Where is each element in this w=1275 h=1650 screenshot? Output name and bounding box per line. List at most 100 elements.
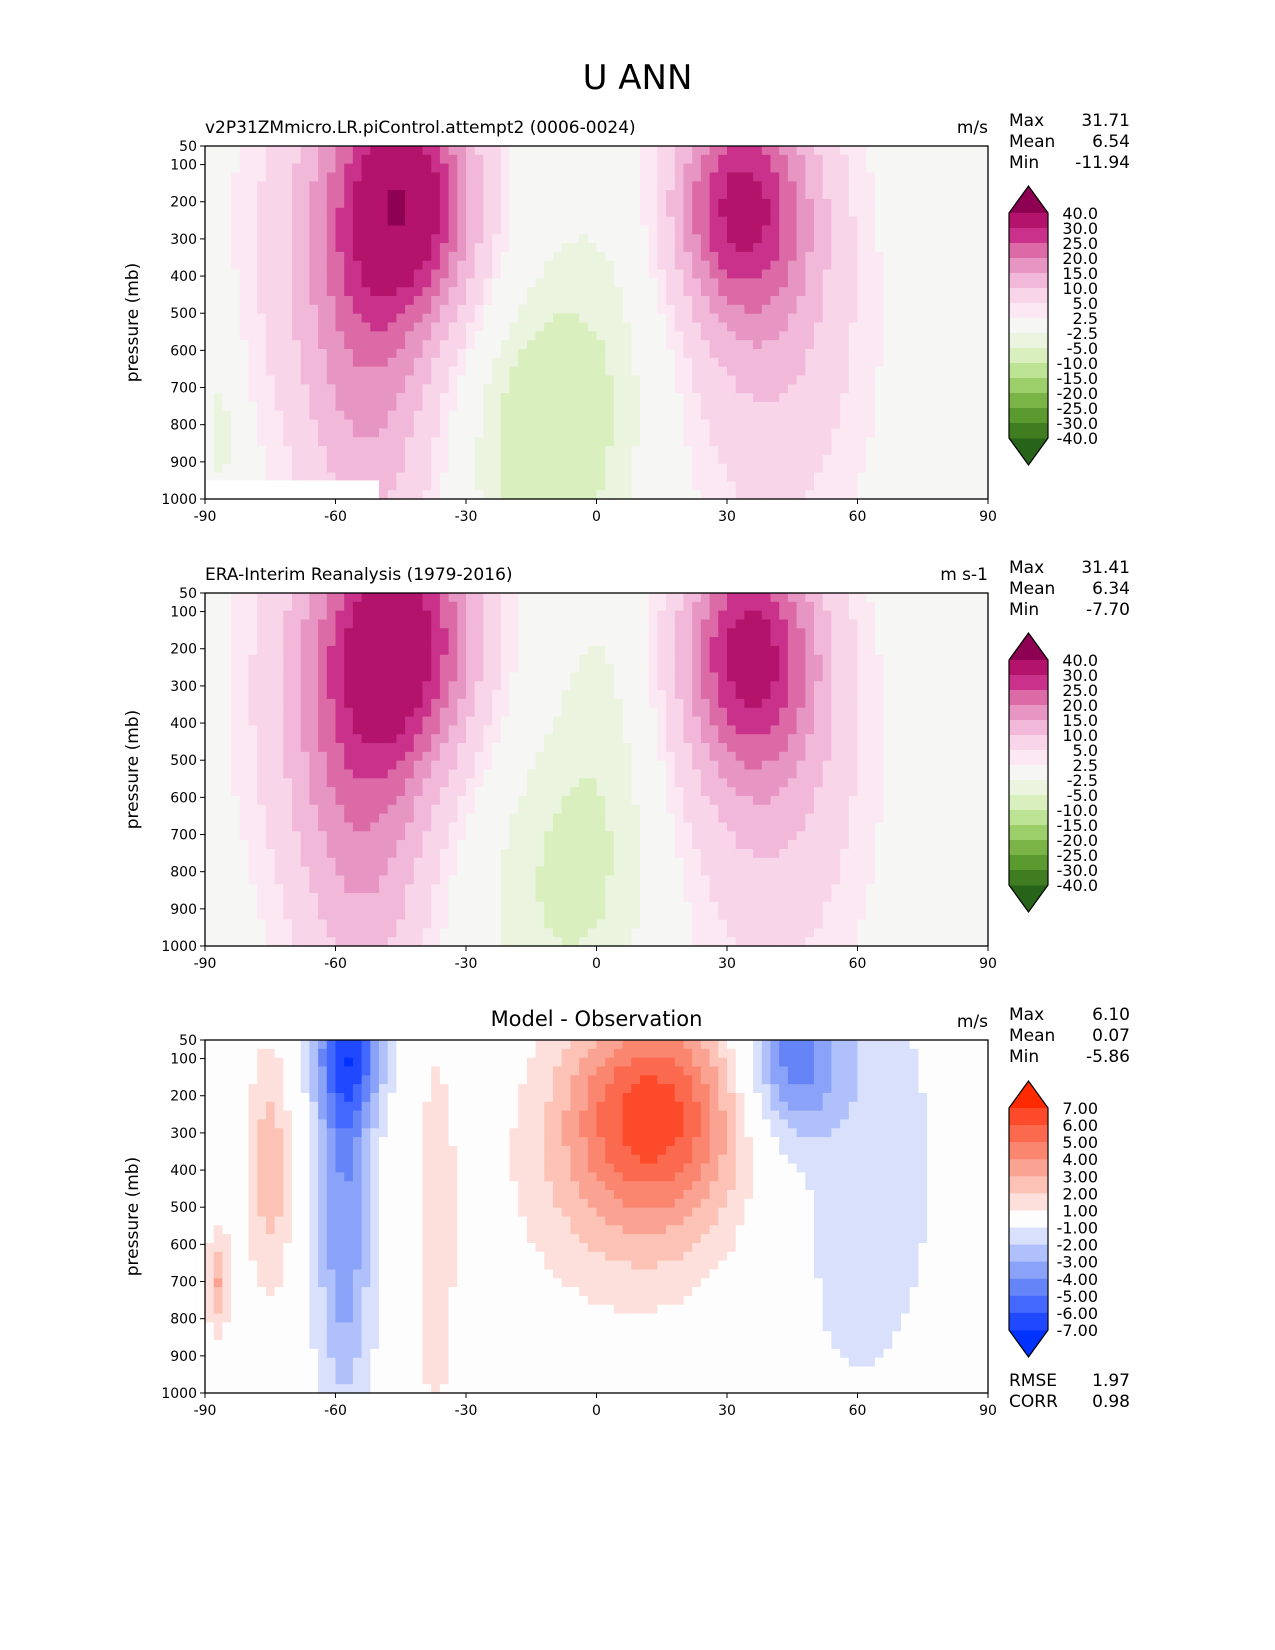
contour-cell: [640, 225, 650, 235]
contour-cell: [396, 454, 406, 465]
contour-cell: [970, 207, 980, 218]
contour-cell: [257, 207, 267, 218]
contour-cell: [805, 207, 815, 218]
contour-cell: [883, 331, 893, 341]
contour-cell: [213, 260, 223, 271]
contour-cell: [500, 446, 511, 456]
contour-cell: [370, 848, 380, 859]
contour-cell: [500, 190, 511, 200]
contour-cell: [492, 490, 502, 500]
contour-cell: [779, 454, 789, 465]
contour-cell: [448, 490, 458, 500]
contour-cell: [422, 163, 432, 174]
contour-cell: [770, 472, 780, 482]
contour-cell: [927, 260, 937, 271]
contour-cell: [753, 331, 763, 341]
contour-cell: [361, 884, 371, 894]
contour-cell: [335, 296, 345, 306]
contour-cell: [231, 269, 241, 279]
contour-cell: [518, 251, 528, 262]
contour-cell: [840, 146, 850, 156]
contour-cell: [727, 322, 737, 332]
contour-cell: [300, 910, 310, 921]
contour-cell: [657, 322, 667, 332]
contour-cell: [483, 278, 493, 288]
contour-cell: [535, 348, 545, 359]
contour-cell: [248, 384, 258, 394]
contour-cell: [857, 190, 867, 200]
contour-cell: [787, 384, 798, 394]
contour-cell: [796, 428, 806, 438]
contour-cell: [970, 181, 980, 191]
contour-cell: [770, 287, 780, 297]
contour-cell: [770, 366, 780, 377]
contour-cell: [239, 654, 250, 665]
contour-cell: [796, 375, 806, 385]
contour-cell: [213, 446, 223, 456]
contour-cell: [413, 278, 424, 288]
y-tick-label: 100: [170, 158, 197, 174]
contour-cell: [326, 672, 337, 682]
contour-cell: [283, 419, 293, 429]
contour-cell: [553, 278, 563, 288]
contour-cell: [222, 769, 232, 779]
contour-cell: [727, 234, 737, 244]
contour-cell: [892, 313, 902, 324]
contour-cell: [709, 304, 719, 315]
contour-cell: [457, 831, 467, 841]
contour-cell: [874, 490, 885, 500]
contour-cell: [901, 393, 911, 403]
contour-cell: [944, 481, 954, 491]
contour-cell: [483, 804, 493, 815]
contour-cell: [379, 225, 389, 235]
contour-cell: [561, 260, 571, 271]
contour-cell: [518, 375, 528, 385]
contour-cell: [413, 463, 424, 474]
contour-cell: [448, 357, 458, 368]
contour-cell: [935, 278, 946, 288]
contour-cell: [848, 490, 859, 500]
contour-cell: [439, 163, 450, 174]
contour-cell: [796, 198, 806, 209]
contour-cell: [379, 234, 389, 244]
contour-cell: [570, 154, 580, 165]
contour-cell: [474, 340, 484, 350]
contour-cell: [561, 331, 571, 341]
contour-cell: [335, 769, 345, 779]
contour-cell: [248, 663, 258, 674]
contour-cell: [361, 437, 371, 447]
contour-cell: [352, 769, 363, 779]
contour-cell: [300, 928, 310, 938]
contour-cell: [822, 198, 832, 209]
contour-cell: [483, 410, 493, 421]
contour-cell: [944, 322, 954, 332]
contour-cell: [561, 269, 571, 279]
contour-cell: [205, 645, 215, 656]
contour-cell: [274, 234, 284, 244]
contour-cell: [935, 181, 946, 191]
contour-cell: [744, 472, 754, 482]
contour-cell: [352, 910, 363, 921]
contour-cell: [770, 375, 780, 385]
contour-cell: [431, 357, 441, 368]
contour-cell: [831, 278, 841, 288]
contour-cell: [474, 769, 484, 779]
contour-cell: [492, 481, 502, 491]
contour-cell: [953, 163, 963, 174]
contour-cell: [300, 251, 310, 262]
contour-cell: [700, 287, 711, 297]
contour-cell: [422, 831, 432, 841]
contour-cell: [640, 154, 650, 165]
contour-cell: [631, 348, 641, 359]
contour-cell: [413, 831, 424, 841]
contour-cell: [422, 260, 432, 271]
contour-cell: [605, 331, 615, 341]
contour-cell: [953, 172, 963, 182]
contour-cell: [248, 269, 258, 279]
contour-cell: [579, 260, 589, 271]
contour-cell: [466, 260, 476, 271]
contour-cell: [466, 937, 476, 947]
contour-cell: [274, 190, 284, 200]
contour-cell: [874, 331, 885, 341]
contour-cell: [735, 410, 745, 421]
